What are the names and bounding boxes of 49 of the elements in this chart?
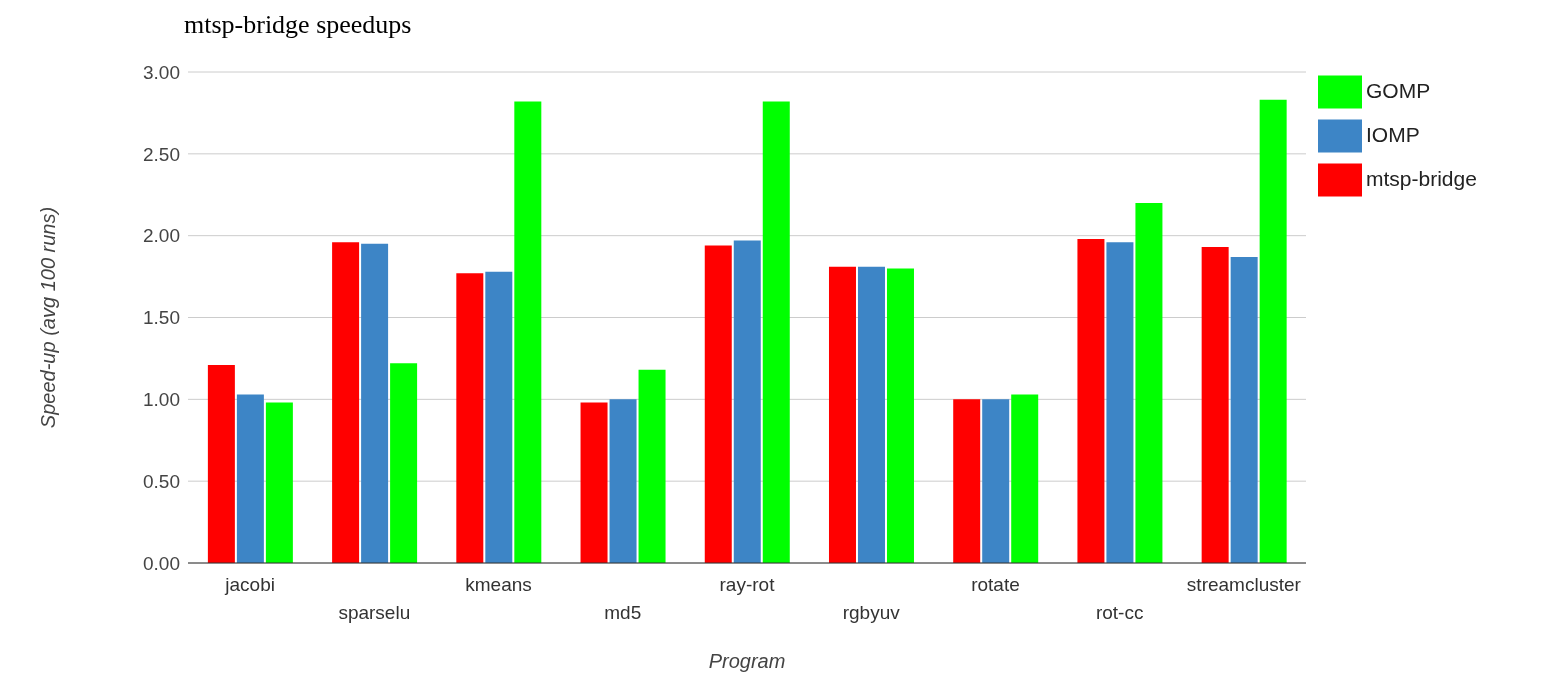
bar: [982, 399, 1010, 563]
bar: [361, 243, 389, 563]
bar: [1011, 394, 1039, 563]
x-tick-label: streamcluster: [1186, 574, 1302, 595]
bar: [580, 402, 608, 563]
x-tick-label: jacobi: [224, 574, 275, 595]
legend-label: mtsp-bridge: [1366, 166, 1477, 190]
legend-label: GOMP: [1366, 78, 1431, 102]
bar: [1106, 242, 1134, 563]
x-tick-label: sparselu: [338, 602, 411, 623]
bar: [857, 266, 885, 563]
y-tick-label: 0.50: [143, 470, 180, 492]
bar: [828, 266, 856, 563]
bar: [332, 242, 360, 563]
bar: [514, 101, 542, 563]
x-tick-label: rotate: [971, 574, 1020, 595]
bar: [762, 101, 790, 563]
bar: [886, 268, 914, 563]
bar: [638, 369, 666, 563]
bar: [1077, 238, 1105, 563]
y-axis-title: Speed-up (avg 100 runs): [37, 206, 60, 429]
y-tick-label: 2.00: [143, 225, 180, 247]
bar: [456, 273, 484, 563]
x-axis-title: Program: [708, 650, 786, 672]
y-tick-label: 1.00: [143, 389, 180, 411]
bar: [1201, 247, 1229, 563]
bar: [1259, 99, 1287, 563]
bar: [390, 363, 418, 563]
x-tick-label: ray-rot: [719, 574, 776, 595]
y-tick-label: 0.00: [143, 552, 180, 574]
bar: [609, 399, 637, 563]
bar: [1135, 202, 1163, 563]
x-tick-label: rgbyuv: [842, 602, 901, 623]
bar: [704, 245, 732, 563]
bar: [733, 240, 761, 563]
bar: [207, 364, 235, 563]
bar: [953, 399, 981, 563]
y-tick-label: 1.50: [143, 307, 180, 329]
bar: [1230, 256, 1258, 563]
bar: [265, 402, 293, 563]
legend-label: IOMP: [1366, 122, 1420, 146]
y-tick-label: 3.00: [143, 61, 180, 83]
x-tick-label: rot-cc: [1095, 602, 1144, 623]
bar: [236, 394, 264, 563]
x-tick-label: md5: [604, 602, 642, 623]
bar: [485, 271, 513, 563]
y-tick-label: 2.50: [143, 143, 180, 165]
x-tick-label: kmeans: [465, 574, 532, 595]
chart-title: mtsp-bridge speedups: [184, 10, 412, 40]
